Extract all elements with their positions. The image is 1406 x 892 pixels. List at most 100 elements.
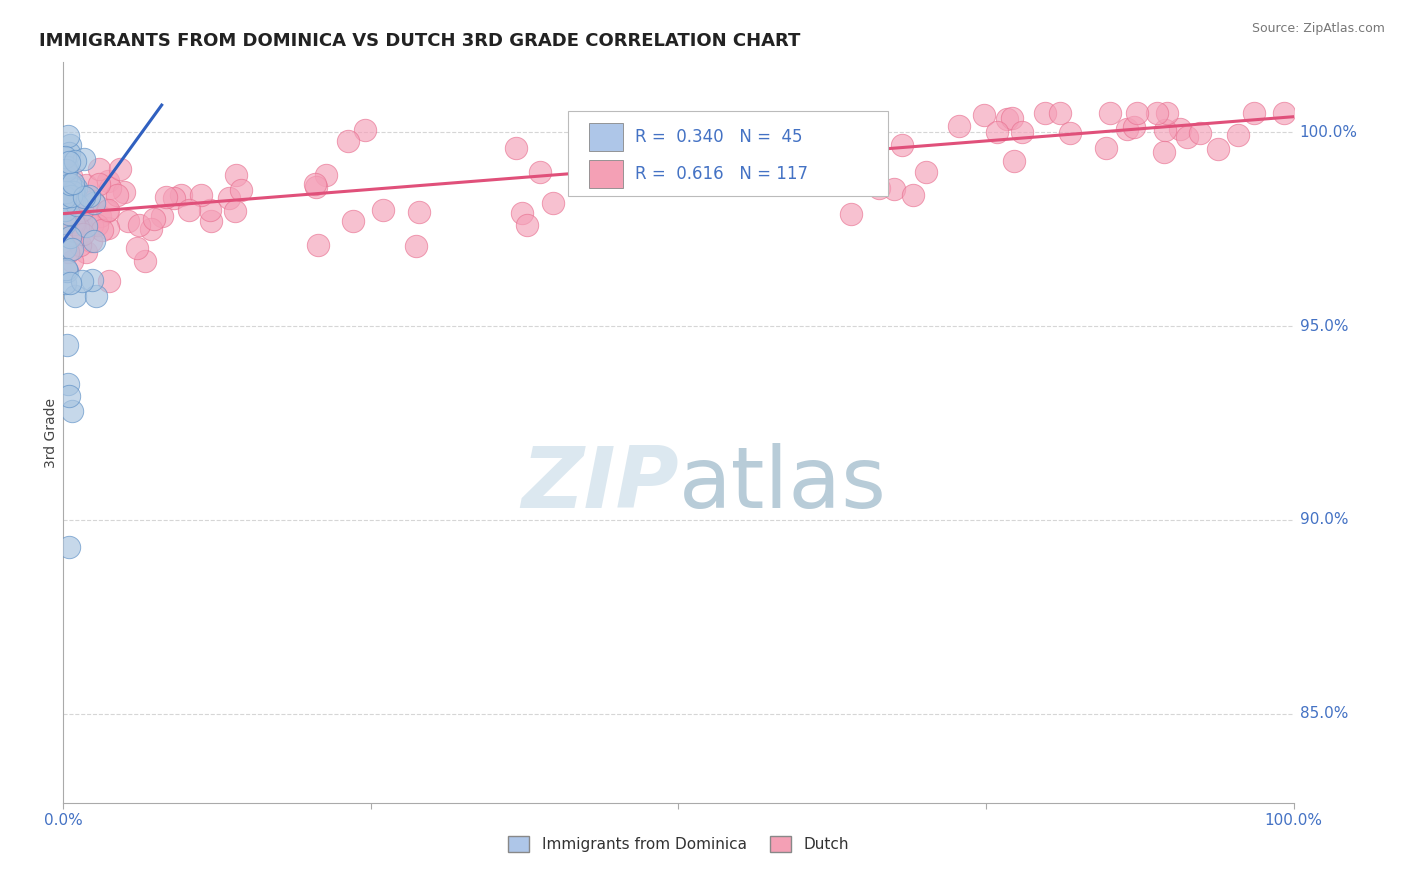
Point — [55, 204, 77, 219]
Point — [62, 215, 84, 229]
Point — [97, 221, 120, 235]
Point — [676, 177, 699, 191]
Point — [883, 182, 905, 196]
Point — [97, 202, 120, 217]
Point — [200, 214, 222, 228]
Point — [75, 178, 97, 192]
Point — [198, 203, 221, 218]
Point — [405, 239, 427, 253]
Point — [83, 235, 105, 249]
Point — [98, 181, 121, 195]
Text: ZIP: ZIP — [520, 443, 678, 526]
Point — [117, 214, 139, 228]
Point — [1095, 141, 1118, 155]
Point — [55, 262, 77, 277]
Point — [58, 129, 80, 144]
Point — [91, 222, 114, 236]
Legend: Immigrants from Dominica, Dutch: Immigrants from Dominica, Dutch — [502, 830, 855, 858]
Bar — [589, 123, 623, 152]
Point — [305, 179, 328, 194]
Point — [70, 211, 93, 226]
Point — [620, 151, 643, 165]
Text: 90.0%: 90.0% — [1299, 512, 1348, 527]
Point — [53, 195, 76, 210]
Point — [1243, 105, 1265, 120]
Point — [70, 202, 93, 217]
Point — [55, 185, 77, 199]
Point — [89, 209, 111, 223]
Point — [901, 187, 924, 202]
Point — [75, 219, 97, 233]
Point — [541, 195, 564, 210]
Point — [70, 218, 93, 232]
Point — [89, 178, 111, 192]
Point — [229, 183, 252, 197]
Point — [63, 182, 86, 196]
Point — [55, 216, 77, 230]
Text: IMMIGRANTS FROM DOMINICA VS DUTCH 3RD GRADE CORRELATION CHART: IMMIGRANTS FROM DOMINICA VS DUTCH 3RD GR… — [38, 32, 800, 50]
Point — [82, 194, 104, 209]
Point — [141, 222, 163, 236]
Point — [62, 177, 84, 191]
Point — [65, 153, 87, 168]
Point — [58, 195, 80, 210]
Point — [304, 177, 326, 191]
Point — [75, 244, 97, 259]
Point — [134, 254, 156, 268]
Text: atlas: atlas — [678, 443, 886, 526]
Point — [56, 338, 79, 352]
Point — [96, 204, 118, 219]
Point — [839, 207, 862, 221]
FancyBboxPatch shape — [568, 111, 887, 195]
Point — [58, 196, 80, 211]
Point — [53, 150, 76, 164]
Point — [60, 253, 83, 268]
Point — [53, 181, 76, 195]
Y-axis label: 3rd Grade: 3rd Grade — [44, 398, 58, 467]
Point — [53, 241, 76, 255]
Point — [1004, 153, 1026, 168]
Point — [1033, 105, 1056, 120]
Point — [1116, 121, 1139, 136]
Point — [948, 119, 970, 133]
Point — [1011, 125, 1033, 139]
Point — [66, 219, 89, 234]
Point — [915, 165, 938, 179]
Point — [315, 168, 337, 182]
Point — [83, 196, 105, 211]
Point — [336, 134, 359, 148]
Point — [1146, 105, 1168, 120]
Point — [512, 206, 534, 220]
Point — [58, 155, 80, 169]
Point — [69, 207, 91, 221]
Point — [190, 187, 212, 202]
Point — [112, 186, 135, 200]
Point — [56, 264, 79, 278]
Point — [58, 277, 80, 291]
Point — [890, 137, 912, 152]
Point — [60, 196, 83, 211]
Point — [53, 216, 76, 230]
Point — [62, 197, 84, 211]
Point — [63, 217, 86, 231]
Point — [63, 289, 86, 303]
Point — [600, 132, 623, 146]
Text: R =  0.616   N = 117: R = 0.616 N = 117 — [636, 165, 808, 184]
Point — [868, 181, 890, 195]
Point — [1175, 130, 1198, 145]
Point — [73, 153, 96, 167]
Point — [97, 174, 120, 188]
Point — [60, 404, 83, 418]
Point — [1001, 111, 1024, 125]
Point — [55, 197, 77, 211]
Point — [59, 137, 82, 152]
Point — [72, 227, 94, 241]
Point — [342, 214, 364, 228]
Point — [53, 178, 76, 193]
Point — [58, 207, 80, 221]
Point — [59, 169, 82, 184]
Point — [651, 139, 673, 153]
Point — [69, 237, 91, 252]
Text: R =  0.340   N =  45: R = 0.340 N = 45 — [636, 128, 803, 146]
Point — [63, 196, 86, 211]
